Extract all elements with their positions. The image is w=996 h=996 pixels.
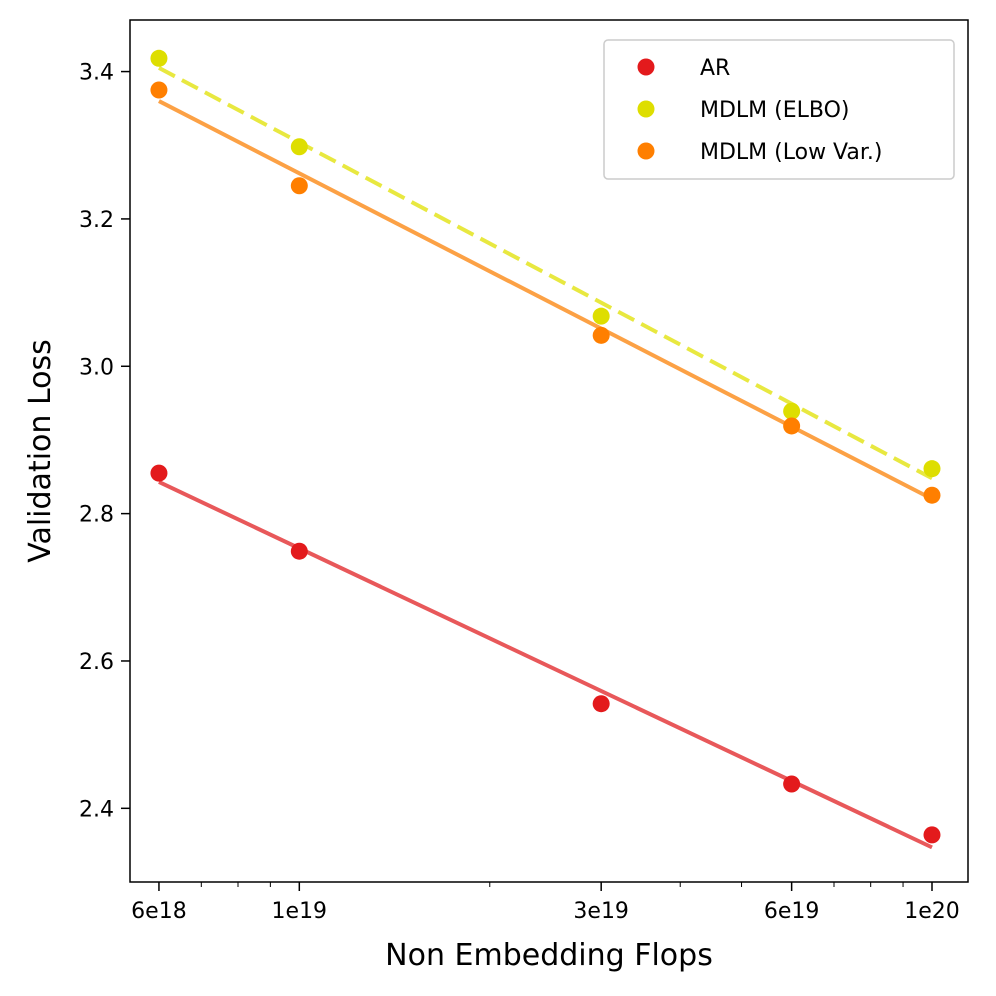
fit-lines (158, 66, 933, 850)
point-mdlm-elbo (592, 307, 610, 325)
y-tick-label: 2.6 (79, 650, 114, 675)
legend-label-ar: AR (700, 56, 730, 81)
y-tick-label: 3.0 (79, 355, 114, 380)
x-tick-label: 1e20 (904, 899, 960, 924)
y-axis-label: Validation Loss (23, 339, 58, 562)
legend: AR MDLM (ELBO) MDLM (Low Var.) (603, 39, 955, 180)
point-ar (923, 826, 941, 844)
y-axis: 2.4 2.6 2.8 3.0 3.2 3.4 (79, 61, 130, 822)
point-mdlm-elbo (783, 402, 801, 420)
point-ar (150, 464, 168, 482)
legend-marker-mdlm-elbo (637, 100, 655, 118)
legend-box (603, 39, 955, 180)
y-tick-label: 2.8 (79, 503, 114, 528)
legend-label-mdlm-elbo: MDLM (ELBO) (700, 98, 850, 123)
x-tick-label: 6e19 (764, 899, 820, 924)
point-mdlm-elbo (150, 49, 168, 67)
point-ar (290, 542, 308, 560)
x-axis-label: Non Embedding Flops (385, 938, 713, 973)
y-tick-label: 3.4 (79, 61, 114, 86)
point-mdlm-elbo (923, 460, 941, 478)
point-mdlm-low-var (290, 177, 308, 195)
legend-marker-mdlm-low-var (637, 142, 655, 160)
data-points (150, 49, 941, 844)
x-tick-label: 1e19 (272, 899, 328, 924)
point-mdlm-low-var (783, 417, 801, 435)
point-mdlm-elbo (290, 138, 308, 156)
plot-frame (129, 19, 969, 883)
x-axis: 6e18 1e19 3e19 6e19 1e20 (131, 882, 960, 924)
y-tick-label: 2.4 (79, 797, 114, 822)
x-tick-label: 6e18 (131, 899, 187, 924)
x-tick-label: 3e19 (573, 899, 629, 924)
fit-line-ar (158, 480, 933, 850)
point-mdlm-low-var (150, 81, 168, 99)
legend-marker-ar (637, 58, 655, 76)
point-ar (592, 695, 610, 713)
y-tick-label: 3.2 (79, 208, 114, 233)
legend-label-mdlm-low-var: MDLM (Low Var.) (700, 140, 882, 165)
fit-line-mdlm-low-var (158, 99, 933, 501)
point-mdlm-low-var (592, 326, 610, 344)
point-ar (783, 775, 801, 793)
fit-line-mdlm-elbo (158, 66, 933, 481)
point-mdlm-low-var (923, 486, 941, 504)
